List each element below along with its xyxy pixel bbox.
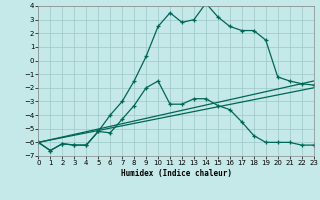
X-axis label: Humidex (Indice chaleur): Humidex (Indice chaleur) xyxy=(121,169,231,178)
